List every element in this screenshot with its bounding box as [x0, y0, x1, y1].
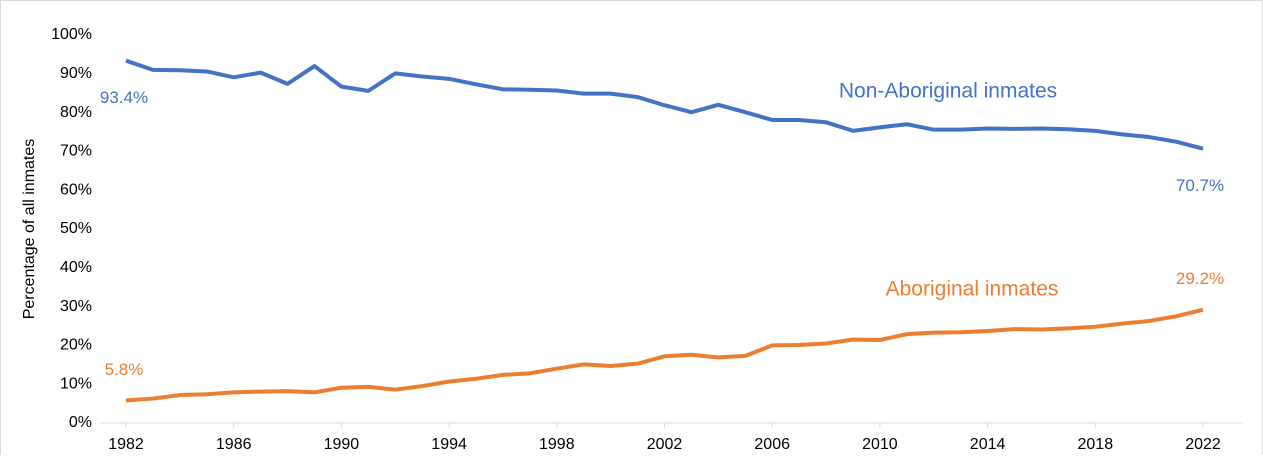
x-tick-label: 1986	[216, 436, 252, 453]
y-tick-label: 20%	[60, 337, 92, 354]
y-tick-label: 40%	[60, 259, 92, 276]
x-tick-label: 2006	[754, 436, 790, 453]
y-tick-label: 30%	[60, 298, 92, 315]
series-line	[125, 58, 1204, 151]
y-tick-label: 100%	[51, 26, 92, 43]
x-tick-label: 1994	[431, 436, 467, 453]
data-label: 29.2%	[1176, 269, 1224, 288]
y-tick-label: 90%	[60, 65, 92, 82]
x-tick-label: 1982	[108, 436, 144, 453]
data-label: 93.4%	[100, 88, 148, 107]
y-tick-label: 50%	[60, 220, 92, 237]
y-axis-label: Percentage of all inmates	[21, 139, 38, 320]
y-tick-label: 80%	[60, 104, 92, 121]
y-tick-label: 60%	[60, 181, 92, 198]
data-label: 5.8%	[105, 360, 144, 379]
series-name: Aboriginal inmates	[886, 278, 1059, 301]
y-tick-label: 10%	[60, 375, 92, 392]
x-tick-label: 2014	[970, 436, 1006, 453]
series-line	[125, 307, 1204, 403]
data-label: 70.7%	[1176, 176, 1224, 195]
x-tick-label: 2010	[862, 436, 898, 453]
y-tick-label: 70%	[60, 143, 92, 160]
y-tick-label: 0%	[69, 414, 92, 431]
x-tick-label: 1998	[539, 436, 575, 453]
x-tick-label: 2022	[1185, 436, 1221, 453]
x-tick-label: 1990	[324, 436, 360, 453]
x-tick-label: 2002	[647, 436, 683, 453]
x-tick-label: 2018	[1078, 436, 1114, 453]
series-name: Non-Aboriginal inmates	[839, 80, 1057, 103]
